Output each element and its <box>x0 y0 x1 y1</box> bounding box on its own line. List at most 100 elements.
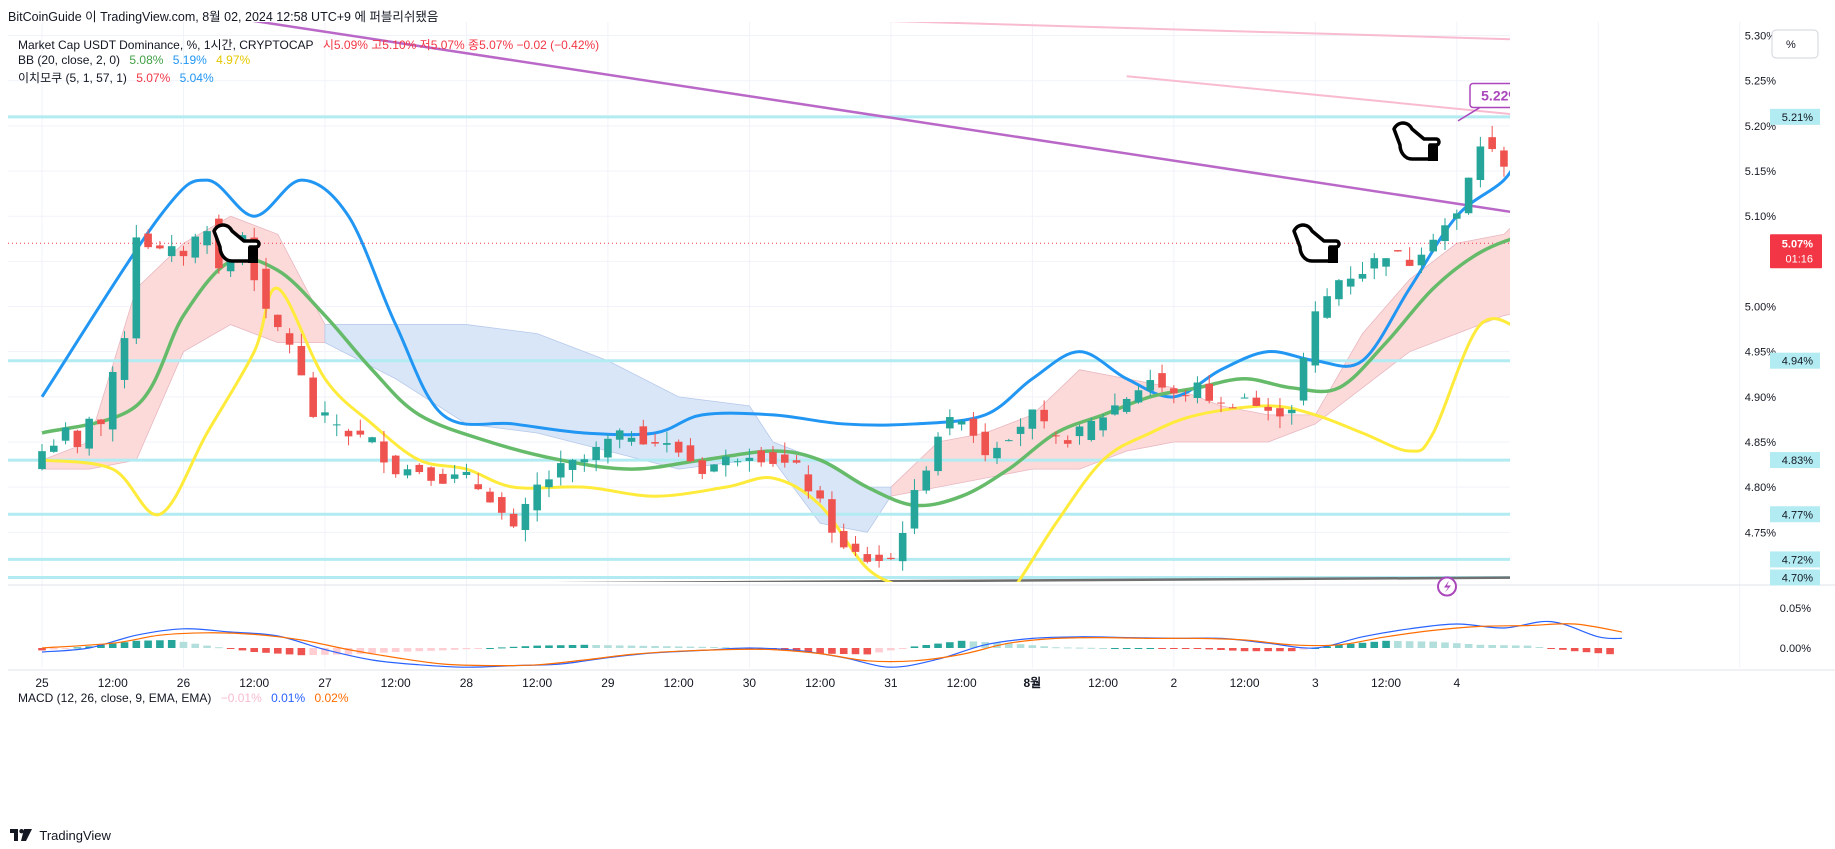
price-level-badge <box>1770 506 1820 523</box>
macd-histogram-bar <box>1358 642 1367 648</box>
ohlc-values: 시5.09% 고5.10% 저5.07% 종5.07% −0.02 (−0.42… <box>322 38 600 52</box>
bb-basis-line <box>41 237 1510 508</box>
candle-down <box>498 497 506 513</box>
candle-down <box>651 442 659 444</box>
candle-down <box>639 426 648 445</box>
candle-up <box>1016 426 1025 434</box>
candle-up <box>120 338 129 380</box>
macd-histogram-bar <box>1394 641 1402 648</box>
candle-up <box>993 447 1001 459</box>
candle-up <box>1075 426 1084 437</box>
hand-pointer-icon <box>1392 121 1441 161</box>
macd-histogram-bar <box>722 647 730 649</box>
bb-legend-row[interactable]: BB (20, close, 2, 0) 5.08% 5.19% 4.97% <box>18 53 256 67</box>
candle-up <box>922 470 931 491</box>
tradingview-footer[interactable]: TradingView <box>10 828 111 843</box>
candle-up <box>49 445 58 452</box>
macd-histogram-bar <box>120 642 129 648</box>
macd-histogram-bar <box>969 641 978 648</box>
time-tick-label: 12:00 <box>239 676 269 690</box>
time-tick-label: 2 <box>1170 676 1177 690</box>
candle-up <box>1299 357 1308 401</box>
macd-histogram-bar <box>1170 648 1178 649</box>
candle-up <box>898 532 907 562</box>
candle-down <box>1512 164 1520 174</box>
macd-histogram-bar <box>556 645 565 648</box>
candle-up <box>910 490 919 529</box>
candle-up <box>1441 225 1449 242</box>
candle-down <box>156 245 164 249</box>
candle-up <box>450 474 459 479</box>
candle-up <box>1429 239 1438 252</box>
macd-histogram-bar <box>922 645 931 648</box>
candle-down <box>486 491 494 503</box>
macd-histogram-bar <box>1122 648 1131 649</box>
candle-up <box>85 418 93 449</box>
macd-histogram-bar <box>1335 644 1343 648</box>
macd-histogram-bar <box>663 646 671 648</box>
macd-label: MACD (12, 26, close, 9, EMA, EMA) <box>18 691 212 705</box>
macd-histogram-bar <box>887 648 895 651</box>
macd-histogram-bar <box>1252 648 1261 652</box>
macd-histogram-bar <box>1240 648 1249 652</box>
candle-down <box>474 484 483 490</box>
macd-histogram-bar <box>285 648 294 655</box>
macd-hist-value: −0.01% <box>220 691 262 705</box>
candle-down <box>427 467 435 481</box>
candle-down <box>1606 245 1614 248</box>
time-tick-label: 29 <box>601 676 615 690</box>
macd-histogram-bar <box>604 645 612 648</box>
macd-histogram-bar <box>97 645 105 648</box>
candle-down <box>1536 175 1544 223</box>
price-level-label: 4.83% <box>1782 455 1813 467</box>
macd-histogram-bar <box>898 648 907 649</box>
trendline-resistance <box>252 22 1510 214</box>
macd-histogram-bar <box>61 648 70 649</box>
macd-histogram-bar <box>1228 648 1237 651</box>
macd-histogram-bar <box>38 648 46 651</box>
hand-pointer-icon <box>1292 223 1341 263</box>
macd-histogram-bar <box>1559 648 1567 650</box>
y-tick-label: 5.10% <box>1745 211 1776 223</box>
macd-histogram-bar <box>356 648 365 654</box>
macd-histogram-bar <box>816 648 824 654</box>
candle-down <box>97 419 105 425</box>
price-level-badge <box>1770 352 1820 369</box>
candle-down <box>274 314 282 328</box>
candle-down <box>1228 407 1237 409</box>
macd-histogram-bar <box>1535 647 1544 648</box>
macd-histogram-bar <box>391 648 400 652</box>
candle-up <box>1099 417 1107 431</box>
macd-histogram-bar <box>486 648 494 649</box>
macd-histogram-bar <box>1276 648 1284 652</box>
macd-histogram-bar <box>1040 646 1048 648</box>
macd-histogram-bar <box>439 648 447 651</box>
macd-histogram-bar <box>509 646 518 648</box>
macd-histogram-bar <box>368 648 376 654</box>
candle-down <box>969 418 978 436</box>
symbol-legend-row[interactable]: Market Cap USDT Dominance, %, 1시간, CRYPT… <box>18 36 605 53</box>
price-level-label: 4.77% <box>1782 509 1813 521</box>
candle-up <box>332 424 341 426</box>
candle-down <box>757 450 765 463</box>
macd-legend-row[interactable]: MACD (12, 26, close, 9, EMA, EMA) −0.01%… <box>18 691 355 705</box>
candle-down <box>981 431 989 456</box>
macd-histogram-bar <box>1405 641 1414 648</box>
candle-up <box>1134 390 1143 403</box>
candle-up <box>191 236 200 258</box>
ichimoku-legend-row[interactable]: 이치모쿠 (5, 1, 57, 1) 5.07% 5.04% <box>18 69 220 86</box>
candle-down <box>686 445 695 462</box>
candle-up <box>545 479 553 488</box>
candle-up <box>368 437 376 443</box>
macd-histogram-bar <box>615 645 624 648</box>
candle-up <box>568 459 577 470</box>
macd-pane <box>38 620 1622 668</box>
time-tick-label: 12:00 <box>98 676 128 690</box>
time-tick-label: 12:00 <box>1371 676 1401 690</box>
candle-down <box>1040 409 1048 422</box>
candle-up <box>1146 380 1155 391</box>
macd-line-value: 0.01% <box>271 691 306 705</box>
ichimoku-value-1: 5.07% <box>136 71 171 85</box>
macd-histogram-bar <box>191 643 200 648</box>
